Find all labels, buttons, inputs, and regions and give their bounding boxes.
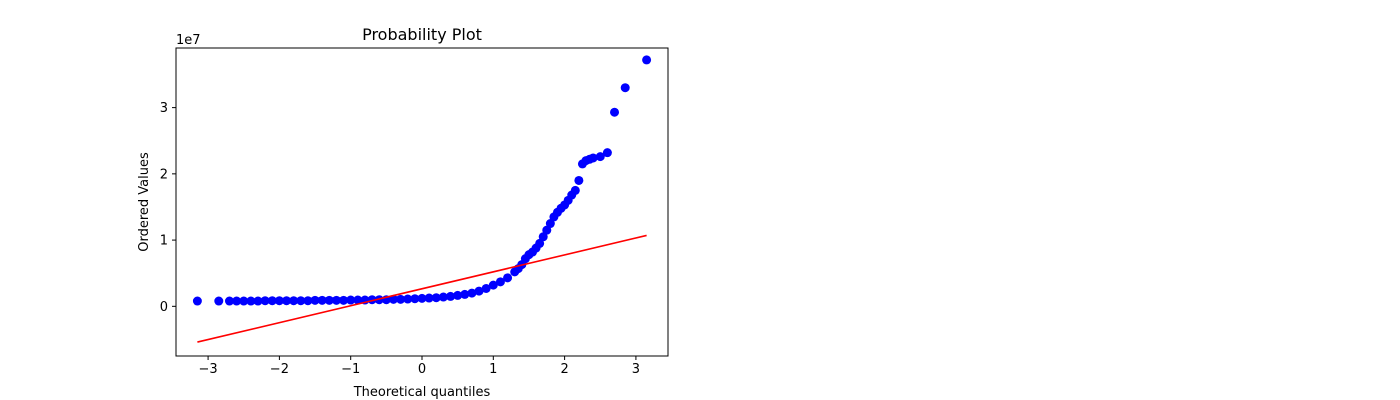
data-point <box>481 283 491 293</box>
data-point <box>495 277 505 287</box>
y-tick-label: 1 <box>160 234 168 249</box>
x-axis-label: Theoretical quantiles <box>353 385 491 400</box>
data-point <box>310 295 320 305</box>
data-point <box>224 296 234 306</box>
data-point <box>570 185 580 195</box>
data-point <box>289 296 299 306</box>
axes-frame <box>175 47 669 357</box>
data-point <box>503 273 513 283</box>
data-point <box>535 238 545 248</box>
data-point <box>396 294 406 304</box>
y-axis-offset-text: 1e7 <box>176 33 201 48</box>
y-tick-label: 3 <box>160 101 168 116</box>
data-point <box>438 292 448 302</box>
data-point <box>353 295 363 305</box>
y-tick-label: 0 <box>160 300 168 315</box>
data-point <box>446 291 456 301</box>
data-point <box>246 296 256 306</box>
data-point <box>538 232 548 242</box>
data-point <box>324 295 334 305</box>
data-point <box>239 296 249 306</box>
y-axis-ticks: 0 1 2 3 <box>160 101 176 315</box>
data-point <box>588 153 598 163</box>
y-tick-label: 2 <box>160 167 168 182</box>
data-point <box>274 296 284 306</box>
data-point <box>467 288 477 298</box>
data-point <box>460 289 470 299</box>
data-point <box>610 107 620 117</box>
data-point <box>595 152 605 162</box>
data-point <box>317 295 327 305</box>
x-tick-label: 3 <box>632 362 640 377</box>
data-point <box>339 295 349 305</box>
data-point <box>545 219 555 229</box>
data-point <box>296 296 306 306</box>
data-point <box>642 55 652 65</box>
data-point <box>267 296 277 306</box>
x-tick-label: −1 <box>341 362 360 377</box>
data-point <box>574 175 584 185</box>
data-point <box>474 286 484 296</box>
data-point <box>331 295 341 305</box>
data-point <box>346 295 356 305</box>
data-point <box>260 296 270 306</box>
data-point <box>282 296 292 306</box>
data-point <box>253 296 263 306</box>
plot-content <box>192 55 652 343</box>
data-point <box>431 293 441 303</box>
data-point <box>417 293 427 303</box>
data-point <box>488 280 498 290</box>
x-tick-label: −2 <box>270 362 289 377</box>
data-point <box>620 83 630 93</box>
x-tick-label: 0 <box>418 362 426 377</box>
chart-title: Probability Plot <box>362 25 482 44</box>
x-tick-label: −3 <box>199 362 218 377</box>
x-tick-label: 1 <box>489 362 497 377</box>
data-point <box>214 296 224 306</box>
fit-line <box>197 234 647 343</box>
x-tick-label: 2 <box>560 362 568 377</box>
data-point <box>403 294 413 304</box>
data-point <box>388 294 398 304</box>
x-axis-ticks: −3 −2 −1 0 1 2 3 <box>199 356 640 377</box>
data-point <box>424 293 434 303</box>
data-point <box>192 296 202 306</box>
data-point <box>303 296 313 306</box>
y-axis-label: Ordered Values <box>137 152 152 252</box>
data-point <box>410 294 420 304</box>
data-point <box>602 148 612 158</box>
data-point <box>453 290 463 300</box>
data-point <box>542 225 552 235</box>
data-point <box>232 296 242 306</box>
